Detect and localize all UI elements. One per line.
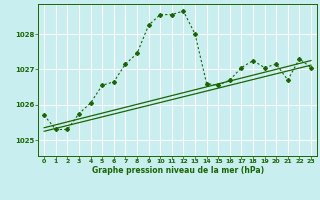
- X-axis label: Graphe pression niveau de la mer (hPa): Graphe pression niveau de la mer (hPa): [92, 166, 264, 175]
